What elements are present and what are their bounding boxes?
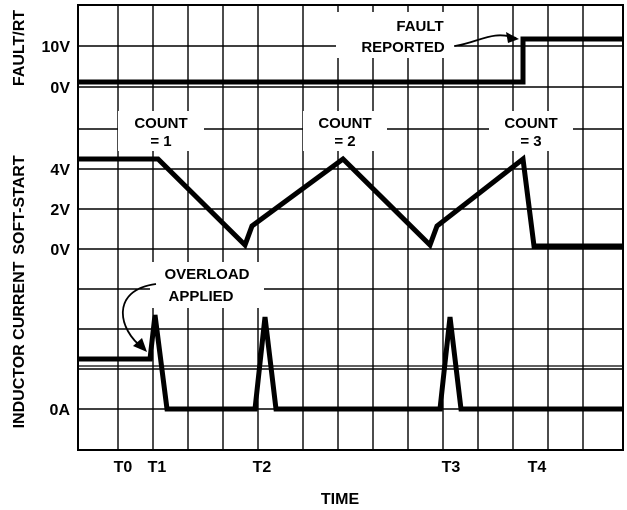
overload-arrowhead-icon [133,338,147,352]
fault-arrow-icon [454,34,517,47]
plot-frame [77,4,624,451]
time-marker-t3: T3 [442,459,461,476]
count-row-line [78,111,623,151]
count-3-value: = 3 [520,133,541,150]
fault-tick-10v: 10V [42,39,71,56]
fault-waveform [78,36,623,85]
time-marker-t0: T0 [114,459,133,476]
softstart-axis-label: SOFT-START [11,155,28,254]
x-axis-label: TIME [321,491,360,508]
time-marker-t1: T1 [148,459,167,476]
softstart-tick-4v: 4V [50,162,70,179]
overload-label-mask [150,262,264,308]
inductor-current-waveform [78,314,623,412]
count-1-value: = 1 [150,133,171,150]
overload-annotation-line2: APPLIED [168,288,233,305]
fault-annotation-line2: REPORTED [361,39,445,56]
softstart-tick-2v: 2V [50,202,70,219]
fault-axis-label: FAULT/RT [11,10,28,86]
overload-arrow-icon [122,283,157,349]
fault-arrowhead-icon [506,32,519,43]
count-2-value: = 2 [334,133,355,150]
time-marker-t2: T2 [253,459,272,476]
fault-annotation-line1: FAULT [396,18,443,35]
fault-label-mask [336,12,454,58]
inductor-tick-0a: 0A [50,402,71,419]
count-1-label: COUNT [134,115,187,132]
softstart-tick-0v: 0V [50,242,70,259]
overload-annotation-line1: OVERLOAD [164,266,249,283]
time-marker-t4: T4 [528,459,547,476]
vertical-grid [117,5,584,450]
fault-tick-0v: 0V [50,80,70,97]
count-3-label: COUNT [504,115,557,132]
softstart-waveform [78,154,623,250]
count-2-label: COUNT [318,115,371,132]
inductor-axis-label: INDUCTOR CURRENT [11,261,28,428]
